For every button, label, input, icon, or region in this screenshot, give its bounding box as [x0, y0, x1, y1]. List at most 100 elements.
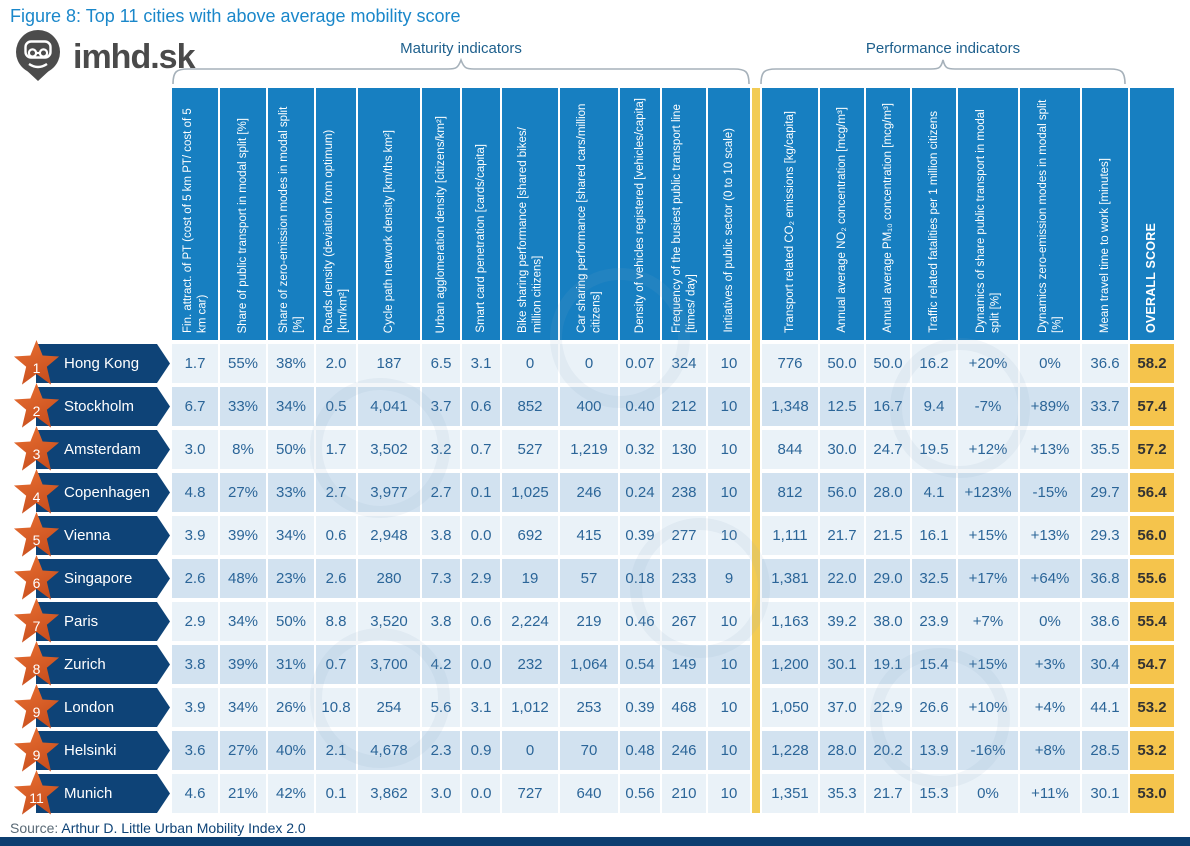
value-cell: 21%	[220, 774, 266, 813]
value-cell: 33%	[220, 387, 266, 426]
value-cell: 44.1	[1082, 688, 1128, 727]
value-cell: 15.3	[912, 774, 956, 813]
value-cell: 4.6	[172, 774, 218, 813]
city-name: Hong Kong	[64, 355, 140, 372]
value-cell: 1,050	[762, 688, 818, 727]
value-cell: 56.0	[820, 473, 864, 512]
column-header: Frequency of the busiest public transpor…	[662, 88, 706, 340]
value-cell: 3,862	[358, 774, 420, 813]
value-cell: 27%	[220, 731, 266, 770]
value-cell: 1,351	[762, 774, 818, 813]
value-cell: 812	[762, 473, 818, 512]
value-cell: 2.6	[172, 559, 218, 598]
row-divider-spacer	[752, 430, 760, 469]
value-cell: 1,381	[762, 559, 818, 598]
value-cell: 9	[708, 559, 750, 598]
value-cell: +3%	[1020, 645, 1080, 684]
table-row: Paris 7 2.9 34% 50% 8.8 3,520 3.8 0.6 2,224 219 0.4…	[10, 598, 1174, 643]
overall-score-cell: 55.4	[1130, 602, 1174, 641]
value-cell: 13.9	[912, 731, 956, 770]
value-cell: +13%	[1020, 516, 1080, 555]
value-cell: 28.0	[866, 473, 910, 512]
value-cell: 0	[560, 344, 618, 383]
column-header-label: Frequency of the busiest public transpor…	[670, 104, 697, 333]
value-cell: 1,228	[762, 731, 818, 770]
value-cell: 4.2	[422, 645, 460, 684]
table-row: London 9 3.9 34% 26% 10.8 254 5.6 3.1 1,012 253 0.3…	[10, 684, 1174, 729]
row-divider-spacer	[752, 387, 760, 426]
value-cell: 1,200	[762, 645, 818, 684]
value-cell: 0.7	[462, 430, 500, 469]
value-cell: 2.1	[316, 731, 356, 770]
source-text: Arthur D. Little Urban Mobility Index 2.…	[61, 820, 306, 836]
overall-score-cell: 53.2	[1130, 731, 1174, 770]
overall-score-cell: 57.2	[1130, 430, 1174, 469]
bottom-bar	[0, 837, 1190, 846]
value-cell: 9.4	[912, 387, 956, 426]
city-name: Amsterdam	[64, 441, 141, 458]
value-cell: 0.48	[620, 731, 660, 770]
row-divider-spacer	[752, 473, 760, 512]
transit-pin-icon	[12, 28, 64, 87]
value-cell: 776	[762, 344, 818, 383]
value-cell: 3.6	[172, 731, 218, 770]
value-cell: 26.6	[912, 688, 956, 727]
value-cell: +15%	[958, 516, 1018, 555]
value-cell: 4,678	[358, 731, 420, 770]
value-cell: 7.3	[422, 559, 460, 598]
rank-number: 9	[32, 747, 41, 763]
value-cell: 4,041	[358, 387, 420, 426]
value-cell: 0.56	[620, 774, 660, 813]
column-header-label: Dynamics zero-emission modes in modal sp…	[1036, 99, 1063, 333]
value-cell: 50%	[268, 430, 314, 469]
city-banner: Zurich	[36, 645, 170, 684]
value-cell: 2.9	[462, 559, 500, 598]
figure-title: Figure 8: Top 11 cities with above avera…	[10, 6, 461, 26]
imhd-logo: imhd.sk	[12, 28, 195, 87]
value-cell: 23.9	[912, 602, 956, 641]
value-cell: 3.7	[422, 387, 460, 426]
value-cell: 277	[662, 516, 706, 555]
value-cell: 10.8	[316, 688, 356, 727]
row-divider-spacer	[752, 774, 760, 813]
performance-brace	[760, 59, 1126, 85]
value-cell: 3,502	[358, 430, 420, 469]
column-header-label: Annual average NO₂ concentration [mcg/m³…	[835, 107, 848, 333]
value-cell: +8%	[1020, 731, 1080, 770]
value-cell: 0.5	[316, 387, 356, 426]
value-cell: 468	[662, 688, 706, 727]
value-cell: 0.0	[462, 774, 500, 813]
value-cell: 10	[708, 430, 750, 469]
row-divider-spacer	[752, 559, 760, 598]
value-cell: 30.1	[1082, 774, 1128, 813]
column-header-label: Share of public transport in modal split…	[236, 117, 249, 333]
value-cell: 39%	[220, 645, 266, 684]
value-cell: 2.0	[316, 344, 356, 383]
value-cell: 0.0	[462, 645, 500, 684]
column-header: Bike sharing performance [shared bikes/ …	[502, 88, 558, 340]
rank-number: 9	[32, 704, 41, 720]
column-header: Mean travel time to work [minutes]	[1082, 88, 1128, 340]
value-cell: 2.9	[172, 602, 218, 641]
city-banner: Amsterdam	[36, 430, 170, 469]
value-cell: 32.5	[912, 559, 956, 598]
value-cell: 37.0	[820, 688, 864, 727]
overall-score-cell: 56.0	[1130, 516, 1174, 555]
value-cell: 692	[502, 516, 558, 555]
value-cell: 0%	[1020, 344, 1080, 383]
value-cell: 33.7	[1082, 387, 1128, 426]
value-cell: 187	[358, 344, 420, 383]
city-banner: Singapore	[36, 559, 170, 598]
overall-score-cell: 58.2	[1130, 344, 1174, 383]
column-header-label: Density of vehicles registered [vehicles…	[633, 97, 646, 333]
value-cell: 29.7	[1082, 473, 1128, 512]
value-cell: 30.4	[1082, 645, 1128, 684]
value-cell: 10	[708, 774, 750, 813]
city-name: Copenhagen	[64, 484, 150, 501]
value-cell: 1,111	[762, 516, 818, 555]
value-cell: 20.2	[866, 731, 910, 770]
value-cell: 2.3	[422, 731, 460, 770]
table-body: Hong Kong 1 1.7 55% 38% 2.0 187 6.5 3.1 0 0 0.07 324…	[10, 340, 1174, 815]
value-cell: +64%	[1020, 559, 1080, 598]
